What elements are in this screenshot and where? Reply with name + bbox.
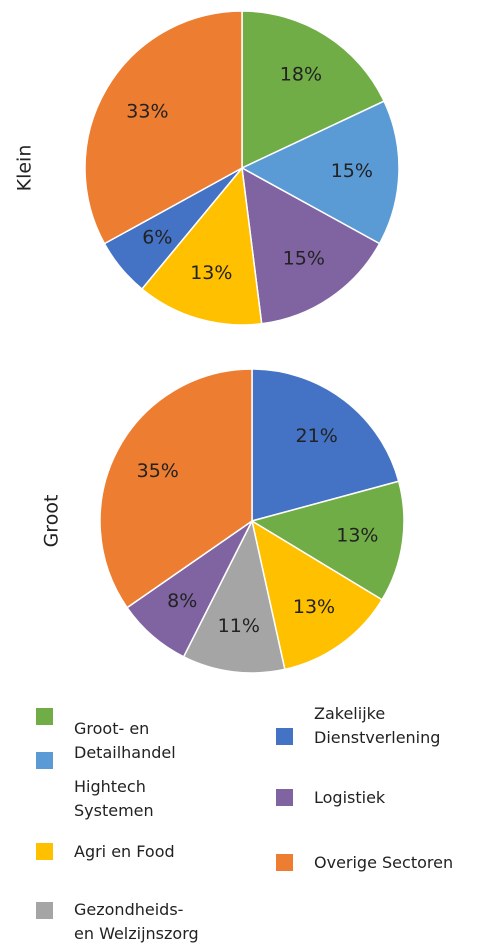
legend-label: Logistiek (314, 788, 386, 807)
legend-swatch (36, 752, 53, 769)
chart-title: Klein (14, 145, 36, 192)
data-label: 8% (167, 590, 197, 612)
data-label: 6% (142, 227, 172, 249)
legend-label: Agri en Food (74, 842, 175, 861)
pie-slice (240, 100, 400, 245)
legend-label: Overige Sectoren (314, 853, 454, 872)
data-label: 13% (190, 262, 232, 284)
legend-swatch (276, 789, 293, 806)
pie-slice (250, 480, 405, 601)
legend-label: Hightech Systemen (74, 777, 154, 820)
data-label: 15% (283, 247, 325, 269)
pie-slice (250, 519, 384, 671)
pie-slice (99, 368, 253, 609)
data-label: 13% (293, 596, 335, 618)
data-label: 13% (336, 524, 378, 546)
legend-label: Gezondheids- en Welzijnszorg (74, 900, 199, 943)
chart-title: Groot (41, 495, 63, 548)
legend-label: Zakelijke Dienstverlening (314, 704, 441, 747)
pie-slice (84, 10, 243, 245)
legend-swatch (36, 902, 53, 919)
legend-swatch (276, 854, 293, 871)
data-label: 15% (331, 160, 373, 182)
data-label: 18% (280, 64, 322, 86)
pie-slice (241, 10, 386, 170)
data-label: 21% (296, 425, 338, 447)
data-label: 35% (137, 460, 179, 482)
charts: 18% 15% 15% 13% 6% 33% Klein 21% 13% 13% 11% 8% 35% G… (14, 10, 405, 674)
legend-swatch (36, 843, 53, 860)
pie-slice (251, 368, 400, 522)
data-label: 11% (218, 615, 260, 637)
legend-swatch (276, 728, 293, 745)
data-label: 33% (126, 101, 168, 123)
legend-swatch (36, 708, 53, 725)
pie-slice (241, 166, 381, 325)
legend-label: Groot- en Detailhandel (74, 719, 176, 762)
pie-slice (140, 166, 263, 326)
pie-slice (182, 518, 286, 674)
